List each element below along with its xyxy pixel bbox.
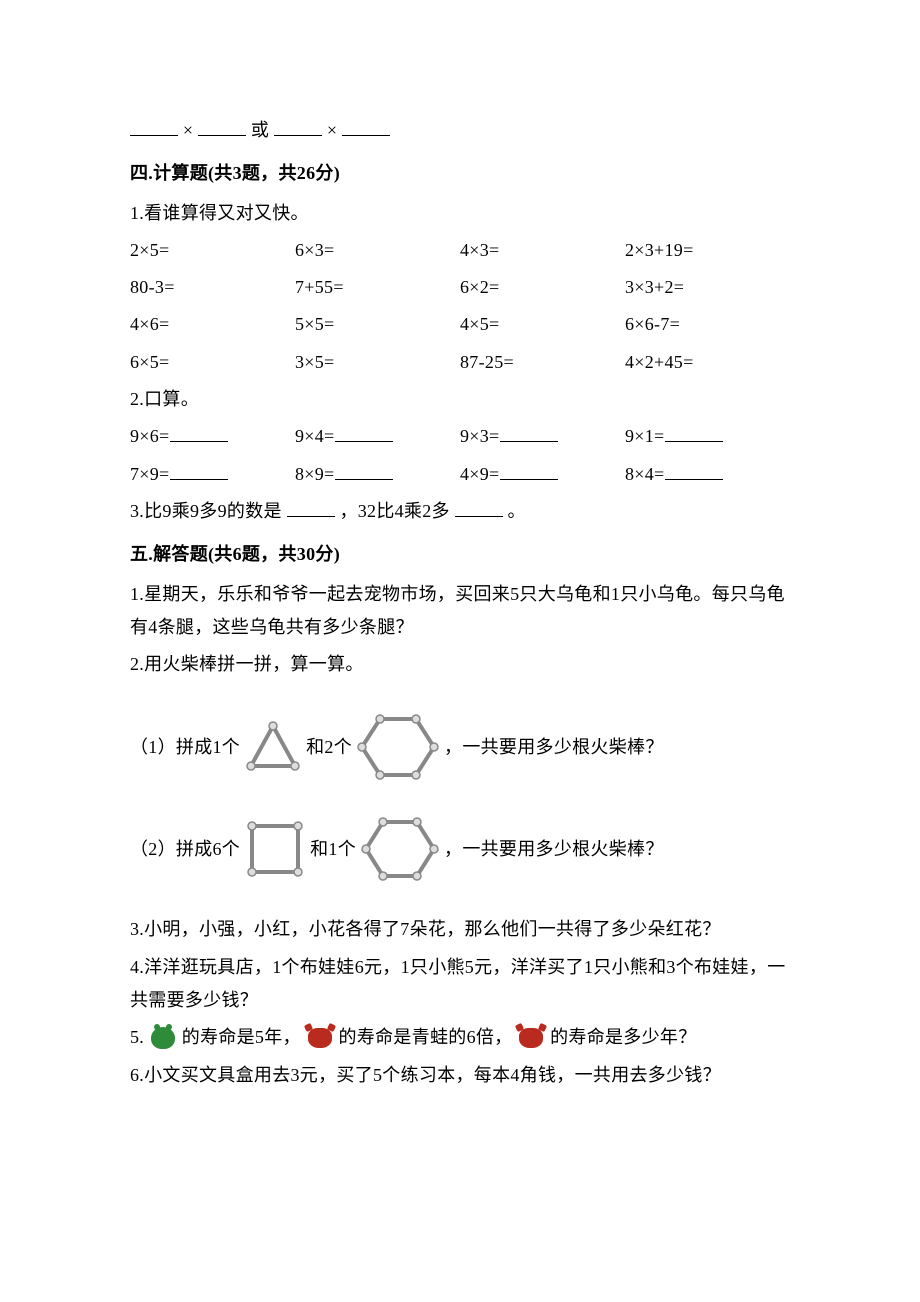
section5-header: 五.解答题(共6题，共30分) (130, 538, 790, 571)
hexagon-icon (354, 709, 442, 785)
blank (170, 461, 228, 480)
blank (500, 461, 558, 480)
blank (170, 423, 228, 442)
square-icon (242, 816, 308, 882)
blank (500, 423, 558, 442)
calc-row: 2×5= 6×3= 4×3= 2×3+19= (130, 234, 790, 267)
calc-cell: 6×6-7= (625, 308, 790, 341)
calc-cell: 7×9= (130, 458, 295, 491)
blank (335, 423, 393, 442)
calc-cell: 2×3+19= (625, 234, 790, 267)
q2-1-c: ，一共要用多少根火柴棒？ (444, 731, 664, 764)
q5-d: 的寿命是多少年？ (550, 1027, 696, 1047)
s4-q3: 3.比9乘9多9的数是 ，32比4乘2多 。 (130, 495, 790, 528)
blank (342, 117, 390, 136)
q3-mid: ，32比4乘2多 (339, 501, 449, 521)
crab-icon (308, 1028, 332, 1048)
expr: 9×6= (130, 426, 170, 446)
q2-1-b: 和2个 (306, 731, 352, 764)
calc-cell: 4×3= (460, 234, 625, 267)
blank (665, 461, 723, 480)
calc-row: 9×6= 9×4= 9×3= 9×1= (130, 420, 790, 453)
s5-q2-1: （1）拼成1个 和2个 ，一共要用多少根火柴棒？ (130, 709, 790, 785)
blank (665, 423, 723, 442)
calc-cell: 6×2= (460, 271, 625, 304)
q3-suffix: 。 (507, 501, 525, 521)
s5-q5: 5. 的寿命是5年， 的寿命是青蛙的6倍， 的寿命是多少年？ (130, 1021, 790, 1054)
expr: 4×9= (460, 464, 500, 484)
calc-cell: 3×5= (295, 346, 460, 379)
calc-cell: 3×3+2= (625, 271, 790, 304)
or-label: 或 (251, 120, 269, 140)
expr: 8×9= (295, 464, 335, 484)
calc-cell: 7+55= (295, 271, 460, 304)
s5-q1: 1.星期天，乐乐和爷爷一起去宠物市场，买回来5只大乌龟和1只小乌龟。每只乌龟有4… (130, 578, 790, 645)
calc-cell: 9×6= (130, 420, 295, 453)
blank (287, 498, 335, 517)
blank (130, 117, 178, 136)
blank (455, 498, 503, 517)
calc-cell: 80-3= (130, 271, 295, 304)
expr: 9×4= (295, 426, 335, 446)
q2-2-c: ，一共要用多少根火柴棒？ (444, 833, 664, 866)
blank (198, 117, 246, 136)
q2-1-a: （1）拼成1个 (130, 731, 240, 764)
calc-cell: 4×5= (460, 308, 625, 341)
calc-cell: 87-25= (460, 346, 625, 379)
s5-q2-label: 2.用火柴棒拼一拼，算一算。 (130, 648, 790, 681)
s4-q1-label: 1.看谁算得又对又快。 (130, 197, 790, 230)
blank (274, 117, 322, 136)
calc-cell: 2×5= (130, 234, 295, 267)
s5-q4: 4.洋洋逛玩具店，1个布娃娃6元，1只小熊5元，洋洋买了1只小熊和3个布娃娃，一… (130, 951, 790, 1018)
calc-cell: 8×4= (625, 458, 790, 491)
calc-row: 7×9= 8×9= 4×9= 8×4= (130, 458, 790, 491)
calc-row: 6×5= 3×5= 87-25= 4×2+45= (130, 346, 790, 379)
q3-prefix: 3.比9乘9多9的数是 (130, 501, 282, 521)
s5-q2-2: （2）拼成6个 和1个 ，一共要用多少根火柴棒？ (130, 813, 790, 885)
q2-2-a: （2）拼成6个 (130, 833, 240, 866)
q5-a: 5. (130, 1027, 144, 1047)
section4-header: 四.计算题(共3题，共26分) (130, 157, 790, 190)
calc-cell: 9×1= (625, 420, 790, 453)
frog-icon (151, 1027, 175, 1049)
s4-q2-label: 2.口算。 (130, 383, 790, 416)
s5-q6: 6.小文买文具盒用去3元，买了5个练习本，每本4角钱，一共用去多少钱？ (130, 1059, 790, 1092)
triangle-icon (242, 719, 304, 775)
calc-row: 80-3= 7+55= 6×2= 3×3+2= (130, 271, 790, 304)
worksheet-page: × 或 × 四.计算题(共3题，共26分) 1.看谁算得又对又快。 2×5= 6… (0, 0, 920, 1302)
calc-cell: 6×5= (130, 346, 295, 379)
q5-c: 的寿命是青蛙的6倍， (338, 1027, 512, 1047)
blank (335, 461, 393, 480)
expr: 9×1= (625, 426, 665, 446)
top-expression: × 或 × (130, 114, 790, 147)
calc-cell: 9×3= (460, 420, 625, 453)
calc-row: 4×6= 5×5= 4×5= 6×6-7= (130, 308, 790, 341)
calc-cell: 4×2+45= (625, 346, 790, 379)
expr: 8×4= (625, 464, 665, 484)
calc-cell: 5×5= (295, 308, 460, 341)
times-symbol: × (327, 120, 337, 140)
hexagon-icon (358, 813, 442, 885)
calc-cell: 4×6= (130, 308, 295, 341)
calc-cell: 8×9= (295, 458, 460, 491)
calc-cell: 4×9= (460, 458, 625, 491)
times-symbol: × (183, 120, 193, 140)
expr: 7×9= (130, 464, 170, 484)
q5-b: 的寿命是5年， (182, 1027, 301, 1047)
q2-2-b: 和1个 (310, 833, 356, 866)
expr: 9×3= (460, 426, 500, 446)
crab-icon (519, 1028, 543, 1048)
calc-cell: 6×3= (295, 234, 460, 267)
calc-cell: 9×4= (295, 420, 460, 453)
s5-q3: 3.小明，小强，小红，小花各得了7朵花，那么他们一共得了多少朵红花？ (130, 913, 790, 946)
